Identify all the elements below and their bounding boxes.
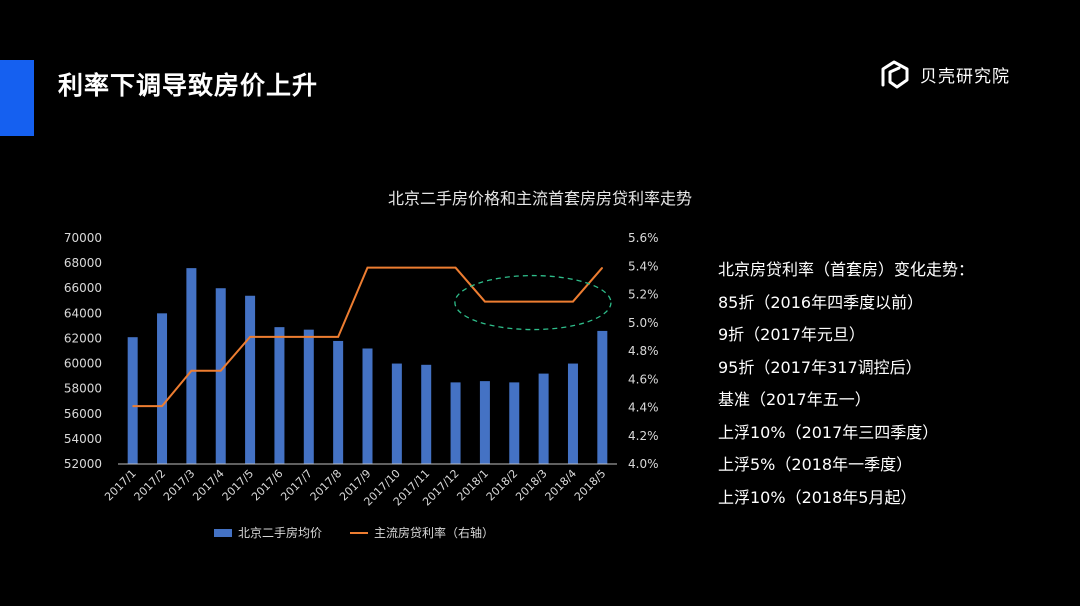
rate-point [572,301,574,303]
highlight-ellipse [454,274,612,331]
x-tick-label: 2018/5 [572,467,609,504]
y-left-tick-label: 68000 [64,256,102,270]
rate-point [190,370,192,372]
y-right-tick-label: 5.4% [628,259,659,273]
legend-item-rate: 主流房贷利率（右轴） [350,524,494,541]
legend-label-price: 北京二手房均价 [238,526,323,540]
y-right-tick-label: 5.0% [628,316,659,330]
price-bar [391,363,402,464]
x-tick-label: 2017/1 [102,467,139,504]
x-tick-label: 2017/3 [161,467,198,504]
y-left-tick-label: 64000 [64,306,102,320]
note-item: 上浮10%（2017年三四季度） [718,422,939,442]
x-tick-label: 2017/7 [278,467,315,504]
price-bar [421,364,432,464]
rate-point [278,336,280,338]
notes-panel: 北京房贷利率（首套房）变化走势： 85折（2016年四季度以前） 9折（2017… [718,254,974,514]
rate-point [132,405,134,407]
rate-point [513,301,515,303]
y-left-tick-label: 60000 [64,357,102,371]
y-left-tick-label: 62000 [64,331,102,345]
price-bar [127,337,138,464]
y-right-tick-label: 4.4% [628,401,659,415]
price-bar [333,340,344,464]
price-bar [303,329,314,464]
rate-point [220,370,222,372]
rate-point [455,267,457,269]
x-tick-label: 2018/2 [484,467,521,504]
note-item: 基准（2017年五一） [718,390,871,409]
x-tick-label: 2018/3 [513,467,550,504]
price-bar [274,327,285,464]
y-right-tick-label: 4.0% [628,457,659,471]
chart-title: 北京二手房价格和主流首套房房贷利率走势 [387,189,692,208]
note-item: 9折（2017年元旦） [718,325,865,344]
rate-point [396,267,398,269]
legend-label-rate: 主流房贷利率（右轴） [374,526,495,540]
y-left-tick-label: 52000 [64,457,102,471]
price-bar [538,373,549,464]
note-item: 上浮10%（2018年5月起） [718,487,917,507]
y-left-tick-label: 56000 [64,407,102,421]
chart-legend: 北京二手房均价 主流房贷利率（右轴） [214,524,522,541]
x-tick-label: 2017/6 [249,467,286,504]
price-bar [362,348,373,464]
note-item: 上浮5%（2018年一季度） [718,455,913,474]
x-tick-label: 2017/2 [132,467,169,504]
y-left-tick-label: 54000 [64,432,102,446]
price-bar [597,330,608,464]
rate-point [161,405,163,407]
price-bar [157,313,168,464]
price-bar [245,295,256,464]
rate-point [249,336,251,338]
legend-item-price: 北京二手房均价 [214,524,322,541]
x-tick-label: 2017/4 [190,467,227,504]
price-bar [450,382,461,464]
rate-point [484,301,486,303]
rate-point [543,301,545,303]
x-tick-label: 2018/1 [454,467,491,504]
y-left-tick-label: 66000 [64,281,102,295]
rate-point [308,336,310,338]
note-item: 95折（2017年317调控后） [718,357,922,377]
note-heading: 北京房贷利率（首套房）变化走势： [718,260,975,279]
price-bar [479,381,490,464]
price-bar [186,268,197,464]
brand-logo: 贝壳研究院 [878,58,1010,90]
y-left-tick-label: 58000 [64,382,102,396]
rate-point [425,267,427,269]
shell-logo-icon [881,60,909,89]
y-right-tick-label: 4.6% [628,372,659,386]
brand-name: 贝壳研究院 [920,66,1010,87]
y-right-tick-label: 4.8% [628,344,659,358]
rate-point [337,336,339,338]
price-bar [567,363,578,464]
slide-title: 利率下调导致房价上升 [58,71,319,100]
note-item: 85折（2016年四季度以前） [718,292,924,312]
y-right-tick-label: 5.6% [628,231,659,245]
x-tick-label: 2017/8 [308,467,345,504]
x-tick-label: 2018/4 [543,467,580,504]
y-right-tick-label: 5.2% [628,288,659,302]
rate-point [601,267,603,269]
legend-bar-swatch [214,528,232,537]
y-right-tick-label: 4.2% [628,429,659,443]
x-tick-label: 2017/5 [220,467,257,504]
legend-line-swatch [350,531,369,534]
accent-bar [0,60,34,136]
rate-point [367,267,368,269]
price-bar [215,288,226,464]
price-bar [509,382,520,464]
y-left-tick-label: 70000 [64,231,102,245]
